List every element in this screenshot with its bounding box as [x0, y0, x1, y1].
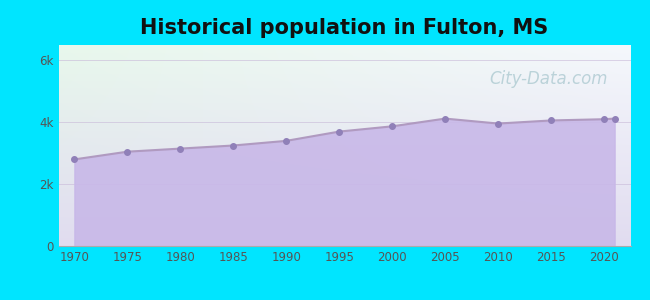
- Text: City-Data.com: City-Data.com: [489, 70, 608, 88]
- Title: Historical population in Fulton, MS: Historical population in Fulton, MS: [140, 18, 549, 38]
